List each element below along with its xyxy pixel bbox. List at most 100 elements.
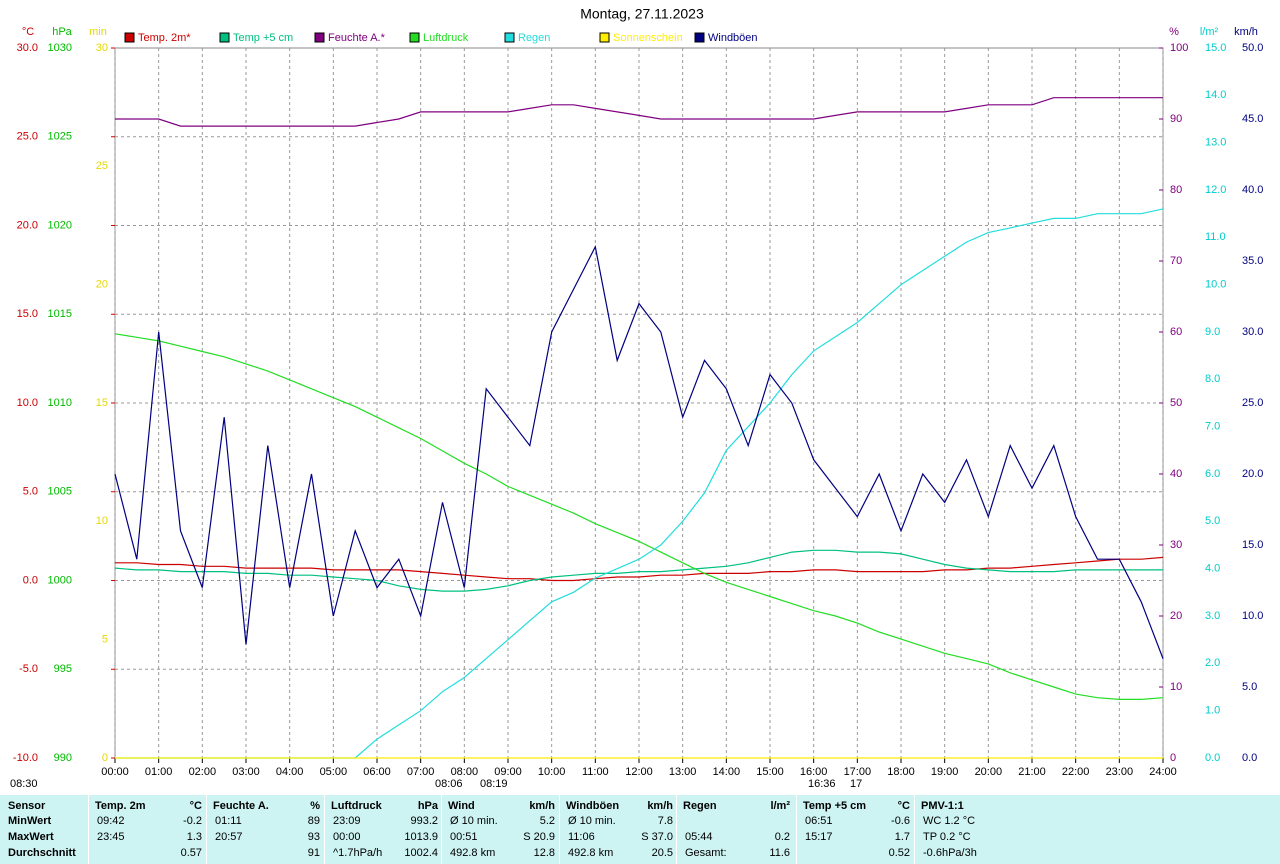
group-title: Windböen xyxy=(566,800,620,812)
y-tick-label: 1025 xyxy=(48,131,72,143)
table-cell: 0.57 xyxy=(180,847,202,859)
y-tick-label: 30 xyxy=(96,42,108,54)
y-tick-label: -5.0 xyxy=(19,663,38,675)
group-unit: °C xyxy=(897,800,910,812)
x-tick-label: 11:00 xyxy=(582,766,609,778)
legend-label: Regen xyxy=(518,32,550,44)
y-tick-label: 5.0 xyxy=(1242,681,1257,693)
table-cell: 91 xyxy=(307,847,320,859)
y-tick-label: 45.0 xyxy=(1242,113,1263,125)
y-tick-label: 40.0 xyxy=(1242,184,1263,196)
group-unit: % xyxy=(310,800,320,812)
table-cell: S 37.0 xyxy=(641,831,673,843)
column-separator xyxy=(676,795,677,864)
table-cell: 23:09 xyxy=(333,815,361,827)
chart: Montag, 27.11.2023 00:00 01:00 02:00 03:00 0… xyxy=(10,6,1263,790)
summary-table: Sensor MinWert MaxWert Durchschnitt Temp. 2m… xyxy=(0,795,1280,864)
group-title: Temp. 2m xyxy=(95,800,146,812)
y-tick-label: 25.0 xyxy=(1242,397,1263,409)
y-tick-label: 10.0 xyxy=(1242,610,1263,622)
annotation: 08:19 xyxy=(480,778,508,790)
legend-swatch xyxy=(694,32,705,43)
table-cell: Ø 10 min. xyxy=(450,815,498,827)
annotation: 17 xyxy=(850,778,862,790)
table-cell: 11:06 xyxy=(568,831,595,843)
x-tick-label: 24:00 xyxy=(1149,766,1177,778)
group-unit: °C xyxy=(189,800,202,812)
legend-swatch xyxy=(314,32,325,43)
y-tick-label: 6.0 xyxy=(1205,468,1220,480)
y-tick-label: 20.0 xyxy=(17,219,38,231)
y-tick-label: 30.0 xyxy=(1242,326,1263,338)
legend-label: Luftdruck xyxy=(423,32,469,44)
y-tick-label: -10.0 xyxy=(13,752,38,764)
x-tick-label: 01:00 xyxy=(145,766,173,778)
y-tick-label: 1015 xyxy=(48,308,72,320)
y-tick-label: 20 xyxy=(96,279,108,291)
y-tick-label: 9.0 xyxy=(1205,326,1220,338)
table-cell: 93 xyxy=(307,831,320,843)
y-tick-label: 15.0 xyxy=(1205,42,1226,54)
x-tick-label: 06:00 xyxy=(363,766,391,778)
annotation: 16:36 xyxy=(808,778,836,790)
x-tick-label: 09:00 xyxy=(494,766,522,778)
x-tick-label: 03:00 xyxy=(232,766,260,778)
y-tick-label: 50.0 xyxy=(1242,42,1263,54)
y-tick-label: 80 xyxy=(1170,184,1182,196)
y-tick-label: 1000 xyxy=(48,574,72,586)
table-cell: 23:45 xyxy=(97,831,125,843)
axis-unit: °C xyxy=(22,26,34,38)
y-tick-label: 5 xyxy=(102,634,108,646)
table-cell: 00:51 xyxy=(450,831,478,843)
y-tick-label: 50 xyxy=(1170,397,1182,409)
y-tick-label: 1020 xyxy=(48,219,72,231)
x-tick-label: 12:00 xyxy=(625,766,653,778)
x-tick-label: 14:00 xyxy=(713,766,741,778)
series-line xyxy=(115,556,1164,582)
table-cell: -0.6 xyxy=(891,815,910,827)
x-tick-label: 18:00 xyxy=(887,766,915,778)
column-separator xyxy=(914,795,915,864)
table-cell: 20:57 xyxy=(215,831,243,843)
group-title: Temp +5 cm xyxy=(803,800,867,812)
column-separator xyxy=(441,795,442,864)
axis-unit: % xyxy=(1169,26,1179,38)
table-cell: 1.7 xyxy=(894,831,910,843)
x-tick-label: 00:00 xyxy=(101,766,129,778)
y-tick-label: 30.0 xyxy=(17,42,38,54)
y-tick-label: 11.0 xyxy=(1205,231,1226,243)
table-cell: 492.8 km xyxy=(450,847,496,859)
group-unit: km/h xyxy=(529,800,555,812)
group-title: PMV-1:1 xyxy=(921,800,964,812)
chart-title: Montag, 27.11.2023 xyxy=(580,6,704,22)
table-cell: 00:00 xyxy=(333,831,361,843)
y-tick-label: 0 xyxy=(1170,752,1176,764)
row-label: MinWert xyxy=(8,815,52,827)
y-tick-label: 2.0 xyxy=(1205,657,1220,669)
table-cell: S 20.9 xyxy=(523,831,555,843)
y-tick-label: 12.0 xyxy=(1205,184,1226,196)
legend-label: Windböen xyxy=(708,32,758,44)
y-tick-label: 5.0 xyxy=(23,486,38,498)
column-separator xyxy=(88,795,89,864)
y-tick-label: 1030 xyxy=(48,42,72,54)
y-tick-label: 10.0 xyxy=(17,397,38,409)
series-line xyxy=(115,97,1163,127)
table-cell: 492.8 km xyxy=(568,847,614,859)
y-tick-label: 25.0 xyxy=(17,131,38,143)
table-cell: 06:51 xyxy=(805,815,833,827)
column-separator xyxy=(559,795,560,864)
y-tick-label: 1010 xyxy=(48,397,72,409)
table-cell: Gesamt: xyxy=(685,847,727,859)
axis-unit: min xyxy=(89,26,107,38)
annotation: 08:30 xyxy=(10,778,38,790)
y-tick-label: 1.0 xyxy=(1205,705,1220,717)
y-tick-label: 20 xyxy=(1170,610,1182,622)
table-cell: 0.2 xyxy=(774,831,790,843)
axis-unit: km/h xyxy=(1234,26,1258,38)
group-unit: hPa xyxy=(417,800,438,812)
column-separator xyxy=(324,795,325,864)
x-tick-label: 08:00 xyxy=(451,766,479,778)
table-cell: 05:44 xyxy=(685,831,713,843)
